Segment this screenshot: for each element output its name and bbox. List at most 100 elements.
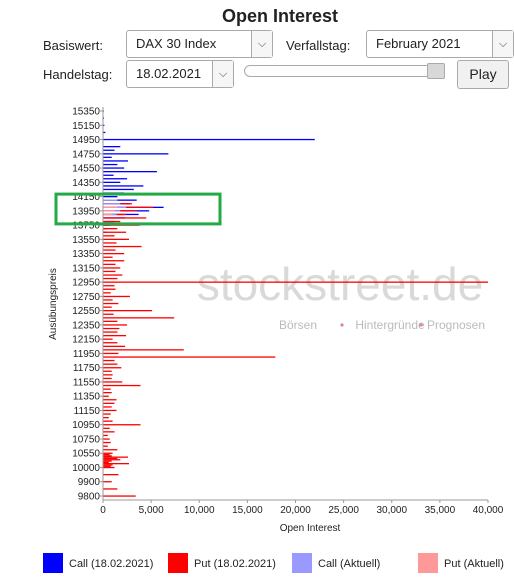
legend-label: Put (Aktuell) [444,558,504,570]
bar [103,434,108,437]
bar [103,488,118,490]
y-tick-label: 15150 [72,121,100,132]
bar [103,253,125,255]
bar [103,424,141,426]
bar [103,167,125,169]
bar [103,438,110,440]
legend-label: Call (Aktuell) [318,558,381,570]
bar [103,238,129,240]
y-tick-label: 12550 [72,306,100,317]
x-tick-label: 30,000 [376,505,407,516]
bar [103,342,118,344]
legend-label: Call (18.02.2021) [69,558,154,570]
verfallstag-value: February 2021 [376,36,461,51]
bar [103,399,117,401]
bar [103,455,112,457]
bar [103,445,108,447]
play-button[interactable]: Play [457,60,509,89]
y-tick-labels: 15350 15150 14950 14750 14550 14350 14150 13950… [72,107,103,503]
bar [103,384,141,387]
bar [103,285,115,287]
open-interest-chart: stockstreet.de Börsen Hintergründe Prognose… [48,107,504,535]
bar [103,292,111,294]
bar [103,263,116,265]
legend-swatch [43,553,63,573]
x-axis-label: Open Interest [280,523,341,534]
handelstag-select[interactable]: 18.02.2021 ⌵ [126,60,234,88]
handelstag-label: Handelstag: [43,67,113,82]
legend-swatch [168,553,188,573]
bar [103,146,121,148]
bar [103,320,118,322]
bar [103,228,118,230]
watermark-text: stockstreet.de [197,258,483,310]
y-tick-label: 13950 [72,206,100,217]
chevron-down-icon: ⌵ [212,61,233,87]
bar [103,459,121,461]
bar [103,199,118,201]
bar [103,206,154,208]
y-tick-label: 12750 [72,292,100,303]
x-tick-label: 10,000 [184,505,215,516]
bar [103,174,114,176]
verfallstag-label: Verfallstag: [286,38,351,53]
bar [103,277,118,280]
bar [103,181,121,183]
legend-swatch [292,553,312,573]
bar [103,131,106,134]
bar [103,427,110,429]
bar [103,267,121,269]
bar [103,231,127,233]
watermark-tagline: Börsen [279,318,317,332]
y-tick-label: 11350 [73,392,101,403]
bar [103,466,115,469]
bar [103,306,112,308]
bar [103,460,112,462]
chevron-down-icon: ⌵ [251,31,272,57]
y-tick-label: 9900 [78,477,101,488]
x-tick-label: 25,000 [328,505,359,516]
basiswert-select[interactable]: DAX 30 Index ⌵ [126,30,273,58]
y-tick-label: 10750 [72,434,100,445]
watermark-tagline: Prognosen [427,318,485,332]
bar [103,495,136,497]
bar [103,464,113,466]
bar [103,417,109,419]
date-slider-handle[interactable] [427,63,445,79]
bar [103,235,115,237]
x-tick-label: 0 [100,505,106,516]
bar [103,171,157,173]
bar [103,295,130,298]
y-tick-label: 11550 [73,377,101,388]
verfallstag-select[interactable]: February 2021 ⌵ [366,30,514,58]
bar [103,160,128,162]
y-tick-label: 14950 [72,135,100,146]
bar [103,217,147,219]
bar [103,281,488,283]
bar [103,203,121,205]
bar [103,249,116,251]
bar [103,138,315,141]
bar [103,299,113,301]
bar [103,156,112,158]
bar [103,463,129,465]
highlight-box [54,192,222,226]
bar [103,199,137,201]
bar [103,324,128,326]
bar [103,449,118,451]
y-tick-label: 12150 [72,335,100,346]
watermark-dot [419,323,423,327]
bar [103,317,175,319]
bar [103,270,116,273]
y-tick-label: 10550 [72,449,100,460]
bar [103,327,120,330]
bar [103,441,111,444]
bar [103,402,115,404]
chart-bars [103,110,488,497]
watermark-dot [340,323,344,327]
y-tick-label: 14550 [72,164,100,175]
bar [103,149,115,151]
y-tick-label: 13750 [72,221,100,232]
bar [103,245,142,248]
bar [103,409,117,412]
